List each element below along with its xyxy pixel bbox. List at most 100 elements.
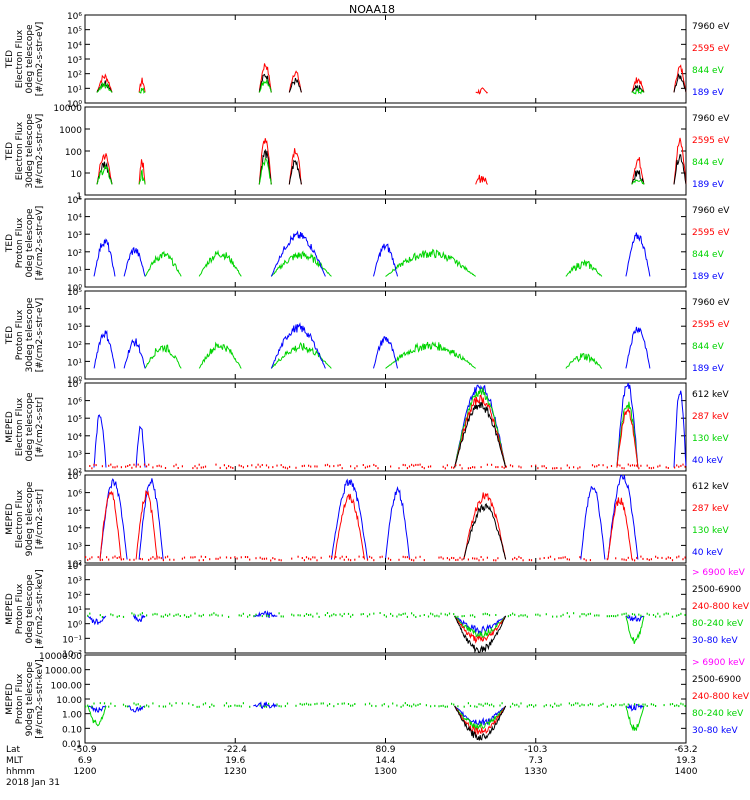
noise-mark — [430, 612, 432, 615]
x-tick-label: 7.3 — [529, 756, 543, 766]
noise-mark — [562, 613, 564, 616]
noise-mark — [663, 704, 665, 707]
noise-mark — [329, 555, 331, 558]
noise-mark — [146, 614, 148, 617]
noise-mark — [337, 464, 339, 467]
noise-mark — [198, 614, 200, 617]
noise-mark — [228, 615, 230, 618]
noise-mark — [329, 703, 331, 705]
noise-mark — [333, 613, 335, 616]
noise-mark — [381, 555, 383, 558]
legend-entry: 7960 eV — [692, 22, 730, 32]
noise-mark — [326, 463, 329, 466]
legend-entry: 2500-6900 — [692, 675, 741, 685]
noise-mark — [125, 705, 127, 708]
noise-mark — [589, 612, 591, 615]
noise-mark — [215, 613, 217, 616]
noise-mark — [575, 702, 577, 705]
noise-mark — [566, 558, 568, 561]
noise-mark — [627, 463, 629, 466]
series-black — [463, 503, 507, 560]
noise-mark — [131, 612, 133, 615]
noise-mark — [379, 612, 381, 614]
noise-mark — [434, 615, 436, 618]
noise-mark — [623, 558, 625, 561]
series-blue — [99, 474, 639, 560]
noise-mark — [631, 613, 634, 616]
noise-mark — [305, 702, 308, 705]
noise-mark — [524, 614, 526, 617]
noise-mark — [148, 705, 150, 708]
legend-entry: 240-800 keV — [692, 692, 750, 702]
y-tick-label: 0.01 — [62, 740, 82, 750]
noise-mark — [533, 705, 535, 708]
noise-mark — [440, 612, 442, 615]
legend-entry: 80-240 keV — [692, 619, 744, 629]
series-red — [96, 137, 687, 185]
noise-mark — [303, 559, 305, 562]
noise-mark — [520, 614, 522, 617]
noise-mark — [615, 557, 617, 560]
noise-mark — [160, 465, 162, 468]
noise-mark — [642, 557, 644, 560]
noise-mark — [194, 465, 196, 468]
y-tick-label: 10² — [67, 341, 82, 351]
noise-mark — [175, 613, 177, 616]
y-tick-label: 10⁵ — [67, 196, 82, 206]
noise-mark — [623, 467, 625, 470]
panel-frame — [84, 564, 687, 654]
panel-6: 10² 10³ 10⁴ 10⁵ 10⁶ 10⁷ MEPED Electron Flux 90de… — [5, 472, 729, 570]
noise-mark — [200, 615, 202, 618]
noise-mark — [518, 615, 520, 618]
y-tick-label: 0.10 — [62, 725, 82, 735]
legend-entry: 612 keV — [692, 390, 729, 400]
noise-mark — [404, 556, 406, 559]
noise-mark — [606, 705, 608, 708]
noise-mark — [268, 615, 270, 617]
noise-mark — [495, 466, 497, 469]
noise-mark — [352, 613, 354, 616]
y-tick-label: 10¹ — [67, 606, 82, 616]
noise-mark — [596, 465, 598, 468]
noise-mark — [486, 463, 488, 466]
noise-mark — [474, 615, 476, 618]
noise-mark — [280, 559, 282, 562]
noise-mark — [162, 559, 164, 562]
noise-mark — [678, 705, 680, 708]
noise-mark — [91, 467, 93, 470]
noise-mark — [682, 558, 684, 561]
noise-mark — [240, 556, 242, 559]
chart-title: NOAA18 — [349, 3, 395, 16]
noise-mark — [413, 614, 415, 617]
noise-mark — [448, 612, 451, 615]
y-axis-label: 30deg telescope — [25, 297, 35, 372]
y-tick-label: 10³ — [67, 450, 82, 460]
noise-mark — [518, 465, 520, 468]
noise-mark — [198, 463, 200, 466]
noise-mark — [133, 613, 135, 616]
noise-mark — [103, 702, 106, 705]
noise-mark — [118, 556, 120, 559]
noise-mark — [202, 613, 204, 616]
x-tick-label: 1230 — [224, 767, 247, 777]
noise-mark — [179, 615, 181, 617]
noise-mark — [474, 557, 476, 560]
noise-mark — [636, 464, 638, 467]
noise-mark — [152, 556, 154, 559]
noise-mark — [587, 704, 589, 707]
noise-mark — [261, 615, 263, 618]
noise-mark — [627, 703, 629, 706]
noise-mark — [537, 613, 539, 616]
noise-mark — [417, 463, 419, 466]
noise-mark — [642, 703, 644, 706]
y-tick-label: 10² — [67, 71, 82, 81]
series-blue — [93, 230, 651, 277]
noise-mark — [552, 467, 554, 470]
noise-mark — [408, 465, 411, 468]
x-tick-label: 80.9 — [375, 745, 395, 755]
noise-mark — [108, 464, 110, 467]
noise-mark — [139, 557, 141, 560]
noise-mark — [305, 613, 308, 616]
noise-mark — [446, 705, 448, 708]
noise-mark — [257, 463, 259, 466]
